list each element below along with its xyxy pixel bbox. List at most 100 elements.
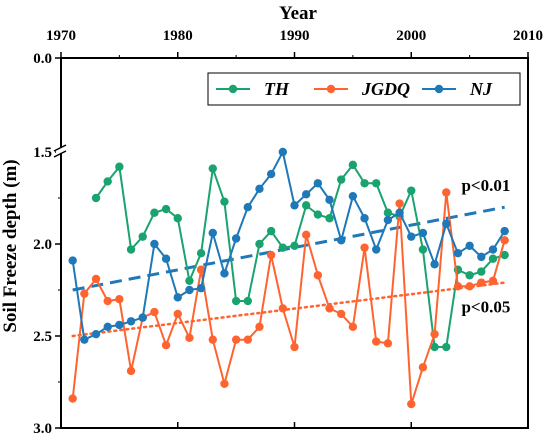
data-point [91, 329, 101, 339]
data-point [383, 208, 393, 217]
y-tick-label: 0.0 [33, 51, 52, 67]
data-point [395, 199, 404, 208]
legend-label: NJ [469, 79, 493, 99]
data-point [68, 256, 77, 265]
data-point [115, 162, 124, 171]
data-point [196, 249, 206, 258]
data-point [348, 322, 358, 331]
data-point [360, 214, 369, 223]
legend-label: TH [264, 79, 290, 99]
trendline-label: p<0.01 [461, 176, 510, 195]
data-point [430, 342, 439, 352]
x-axis-title: Year [279, 3, 318, 24]
legend-label: JGDQ [361, 79, 410, 99]
data-point [138, 232, 147, 241]
data-point [91, 274, 101, 284]
data-point [103, 322, 112, 331]
series-line [71, 192, 506, 405]
x-tick-label: 2000 [396, 28, 426, 44]
data-point [465, 282, 474, 291]
data-point [453, 282, 463, 291]
data-point [150, 208, 159, 217]
data-point [313, 210, 323, 219]
data-point [196, 265, 206, 274]
data-point [103, 177, 112, 186]
legend: TH JGDQ NJ [207, 72, 521, 106]
data-point [220, 197, 229, 206]
data-point [500, 226, 509, 236]
data-point [185, 333, 194, 343]
data-point [243, 203, 252, 212]
data-point [196, 283, 206, 293]
data-point [500, 236, 509, 245]
data-point [173, 293, 182, 302]
data-point [337, 309, 346, 319]
data-point [348, 160, 358, 170]
data-point [430, 260, 439, 269]
data-point [348, 191, 358, 201]
data-point [360, 243, 369, 252]
series-line [71, 149, 506, 342]
data-point [477, 267, 486, 276]
data-point [301, 190, 311, 199]
data-point [255, 322, 264, 331]
data-point [278, 304, 288, 313]
trendline-dotted [71, 281, 506, 338]
data-point [290, 342, 299, 352]
data-point [255, 239, 264, 249]
data-point [91, 193, 101, 203]
data-point [337, 236, 346, 245]
x-tick-label: 1980 [163, 28, 193, 44]
data-point [442, 188, 451, 197]
data-point [407, 186, 416, 195]
data-point [325, 214, 334, 223]
data-point [372, 179, 381, 188]
data-point [208, 164, 217, 173]
data-point [255, 184, 264, 193]
data-point [407, 232, 416, 241]
data-point [231, 335, 241, 344]
data-point [150, 239, 159, 249]
data-point [337, 175, 346, 184]
data-point [465, 241, 474, 251]
data-point [115, 295, 124, 304]
axis-break-gap [56, 147, 66, 153]
data-point [325, 304, 334, 313]
data-point [418, 245, 428, 254]
data-point [301, 230, 311, 239]
data-point [418, 363, 428, 372]
data-point [278, 147, 288, 157]
x-tick-label: 2010 [513, 28, 543, 44]
data-point [266, 250, 276, 260]
trendlines: p<0.01 p<0.05 [71, 176, 510, 338]
data-point [465, 271, 474, 280]
y-tick-label: 2.5 [33, 329, 52, 345]
series-th [91, 160, 509, 352]
data-point [372, 245, 381, 254]
series [68, 147, 509, 409]
data-point [208, 228, 217, 238]
legend-box [207, 72, 521, 106]
data-point [243, 335, 252, 344]
data-point [126, 245, 136, 254]
data-point [185, 276, 194, 285]
data-point [301, 201, 311, 210]
legend-marker [228, 84, 238, 94]
series-jgdq [68, 188, 509, 409]
data-point [395, 208, 404, 217]
data-point [488, 276, 498, 285]
data-point [477, 278, 486, 287]
data-point [80, 289, 89, 298]
data-point [290, 241, 299, 251]
data-point [453, 249, 463, 258]
data-point [372, 337, 381, 346]
data-point [430, 329, 439, 339]
data-point [231, 296, 241, 306]
x-tick-label: 1990 [280, 28, 310, 44]
data-point [231, 234, 241, 243]
data-point [266, 226, 276, 236]
data-point [488, 254, 498, 263]
data-point [220, 379, 229, 389]
data-point [173, 309, 182, 319]
trendline-dashed [72, 205, 505, 292]
